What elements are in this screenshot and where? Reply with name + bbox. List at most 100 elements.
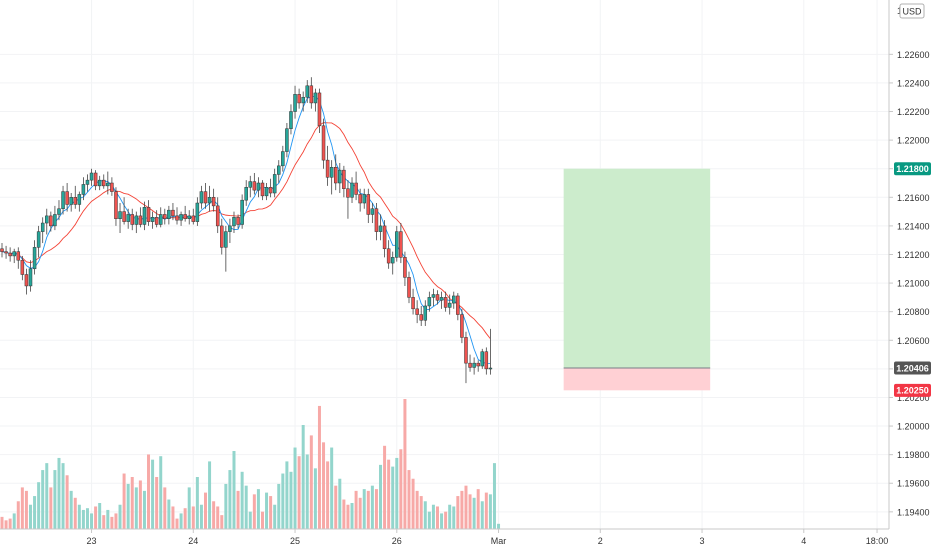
volume-bar bbox=[452, 506, 456, 529]
long-position-tool[interactable] bbox=[563, 168, 711, 391]
volume-bar bbox=[134, 487, 138, 529]
candle bbox=[53, 205, 57, 231]
candle bbox=[447, 294, 452, 315]
volume-bar bbox=[256, 489, 260, 529]
candle bbox=[390, 251, 395, 275]
candle bbox=[252, 172, 257, 195]
candle bbox=[32, 240, 37, 275]
volume-bar bbox=[179, 513, 183, 529]
candle bbox=[431, 288, 436, 306]
volume-bar bbox=[379, 464, 383, 529]
currency-badge[interactable]: USD bbox=[899, 3, 925, 19]
volume-bar bbox=[248, 511, 252, 529]
volume-bar bbox=[57, 457, 61, 529]
price-tick-label: 1.21400 bbox=[897, 221, 930, 231]
price-tick-label: 1.22200 bbox=[897, 107, 930, 117]
volume-bar bbox=[77, 504, 81, 529]
candle bbox=[407, 271, 411, 304]
time-tick-label: 3 bbox=[700, 536, 705, 546]
candle bbox=[142, 201, 147, 231]
volume-bar bbox=[49, 487, 53, 529]
volume-bar bbox=[102, 515, 106, 529]
volume-bar bbox=[220, 515, 224, 529]
candle bbox=[228, 218, 232, 244]
volume-bar bbox=[423, 501, 427, 529]
price-tick-label: 1.19600 bbox=[897, 479, 930, 489]
candle bbox=[232, 211, 236, 234]
time-axis[interactable]: 23 24 25 26 Mar 2 3 4 18:00 bbox=[0, 528, 889, 546]
price-axis[interactable]: 1.19400 1.19600 1.19800 1.20000 1.20200 1.204… bbox=[888, 0, 932, 550]
candle bbox=[24, 268, 29, 295]
candle bbox=[28, 260, 33, 292]
volume-bar bbox=[33, 496, 37, 529]
volume-bar bbox=[265, 492, 269, 529]
candle bbox=[12, 248, 16, 264]
candle bbox=[65, 183, 69, 212]
candle bbox=[45, 208, 49, 235]
candle bbox=[354, 171, 358, 201]
candle bbox=[199, 185, 204, 209]
volume-bar bbox=[98, 503, 102, 529]
candle bbox=[427, 291, 432, 312]
volume-bar bbox=[476, 489, 480, 529]
candle bbox=[20, 255, 25, 281]
volume-bar bbox=[370, 485, 374, 529]
candle bbox=[215, 197, 220, 234]
candle bbox=[8, 247, 12, 262]
candle bbox=[399, 223, 403, 264]
candle bbox=[443, 291, 448, 312]
volume-bar bbox=[435, 506, 439, 529]
candle bbox=[346, 180, 350, 219]
volume-bar bbox=[81, 509, 85, 529]
candle bbox=[419, 305, 423, 326]
volume-bar bbox=[395, 457, 399, 529]
volume-bar bbox=[399, 449, 403, 529]
candle bbox=[93, 170, 98, 191]
volume-bar bbox=[216, 506, 220, 529]
volume-bars bbox=[0, 399, 501, 529]
volume-bar bbox=[322, 442, 326, 529]
candle bbox=[146, 200, 151, 226]
volume-bar bbox=[138, 480, 142, 529]
volume-bar bbox=[53, 470, 57, 529]
candle bbox=[106, 171, 110, 195]
candle bbox=[297, 88, 301, 109]
candle bbox=[134, 211, 139, 234]
candle bbox=[464, 331, 468, 384]
stop-loss-label: 1.20250 bbox=[896, 386, 929, 396]
volume-bar bbox=[330, 447, 334, 529]
time-tick-label: Mar bbox=[491, 536, 507, 546]
volume-bar bbox=[8, 518, 12, 529]
price-labels: 1.21800 1.20406 1.20250 bbox=[894, 162, 931, 397]
loss-zone bbox=[563, 368, 711, 391]
volume-bar bbox=[236, 490, 240, 529]
volume-bar bbox=[334, 485, 338, 529]
volume-bar bbox=[497, 523, 501, 529]
candle bbox=[452, 291, 456, 309]
candle bbox=[468, 354, 472, 372]
volume-bar bbox=[208, 461, 212, 529]
volume-bar bbox=[41, 470, 45, 529]
volume-bar bbox=[65, 475, 69, 529]
candle bbox=[110, 177, 114, 196]
volume-bar bbox=[20, 487, 24, 529]
volume-bar bbox=[317, 405, 321, 529]
volume-bar bbox=[362, 489, 366, 529]
volume-bar bbox=[342, 499, 346, 529]
time-tick-label: 23 bbox=[87, 536, 97, 546]
price-tick-label: 1.22400 bbox=[897, 78, 930, 88]
volume-bar bbox=[94, 506, 98, 529]
volume-bar bbox=[183, 508, 187, 529]
candle bbox=[325, 145, 330, 186]
candle bbox=[386, 240, 391, 269]
volume-bar bbox=[37, 482, 41, 529]
volume-bar bbox=[366, 490, 370, 529]
volume-bar bbox=[142, 490, 146, 529]
candle bbox=[191, 208, 196, 225]
volume-bar bbox=[419, 496, 423, 529]
take-profit-badge bbox=[894, 162, 931, 176]
candle bbox=[395, 225, 399, 262]
candle bbox=[171, 203, 175, 221]
volume-bar bbox=[488, 494, 492, 529]
